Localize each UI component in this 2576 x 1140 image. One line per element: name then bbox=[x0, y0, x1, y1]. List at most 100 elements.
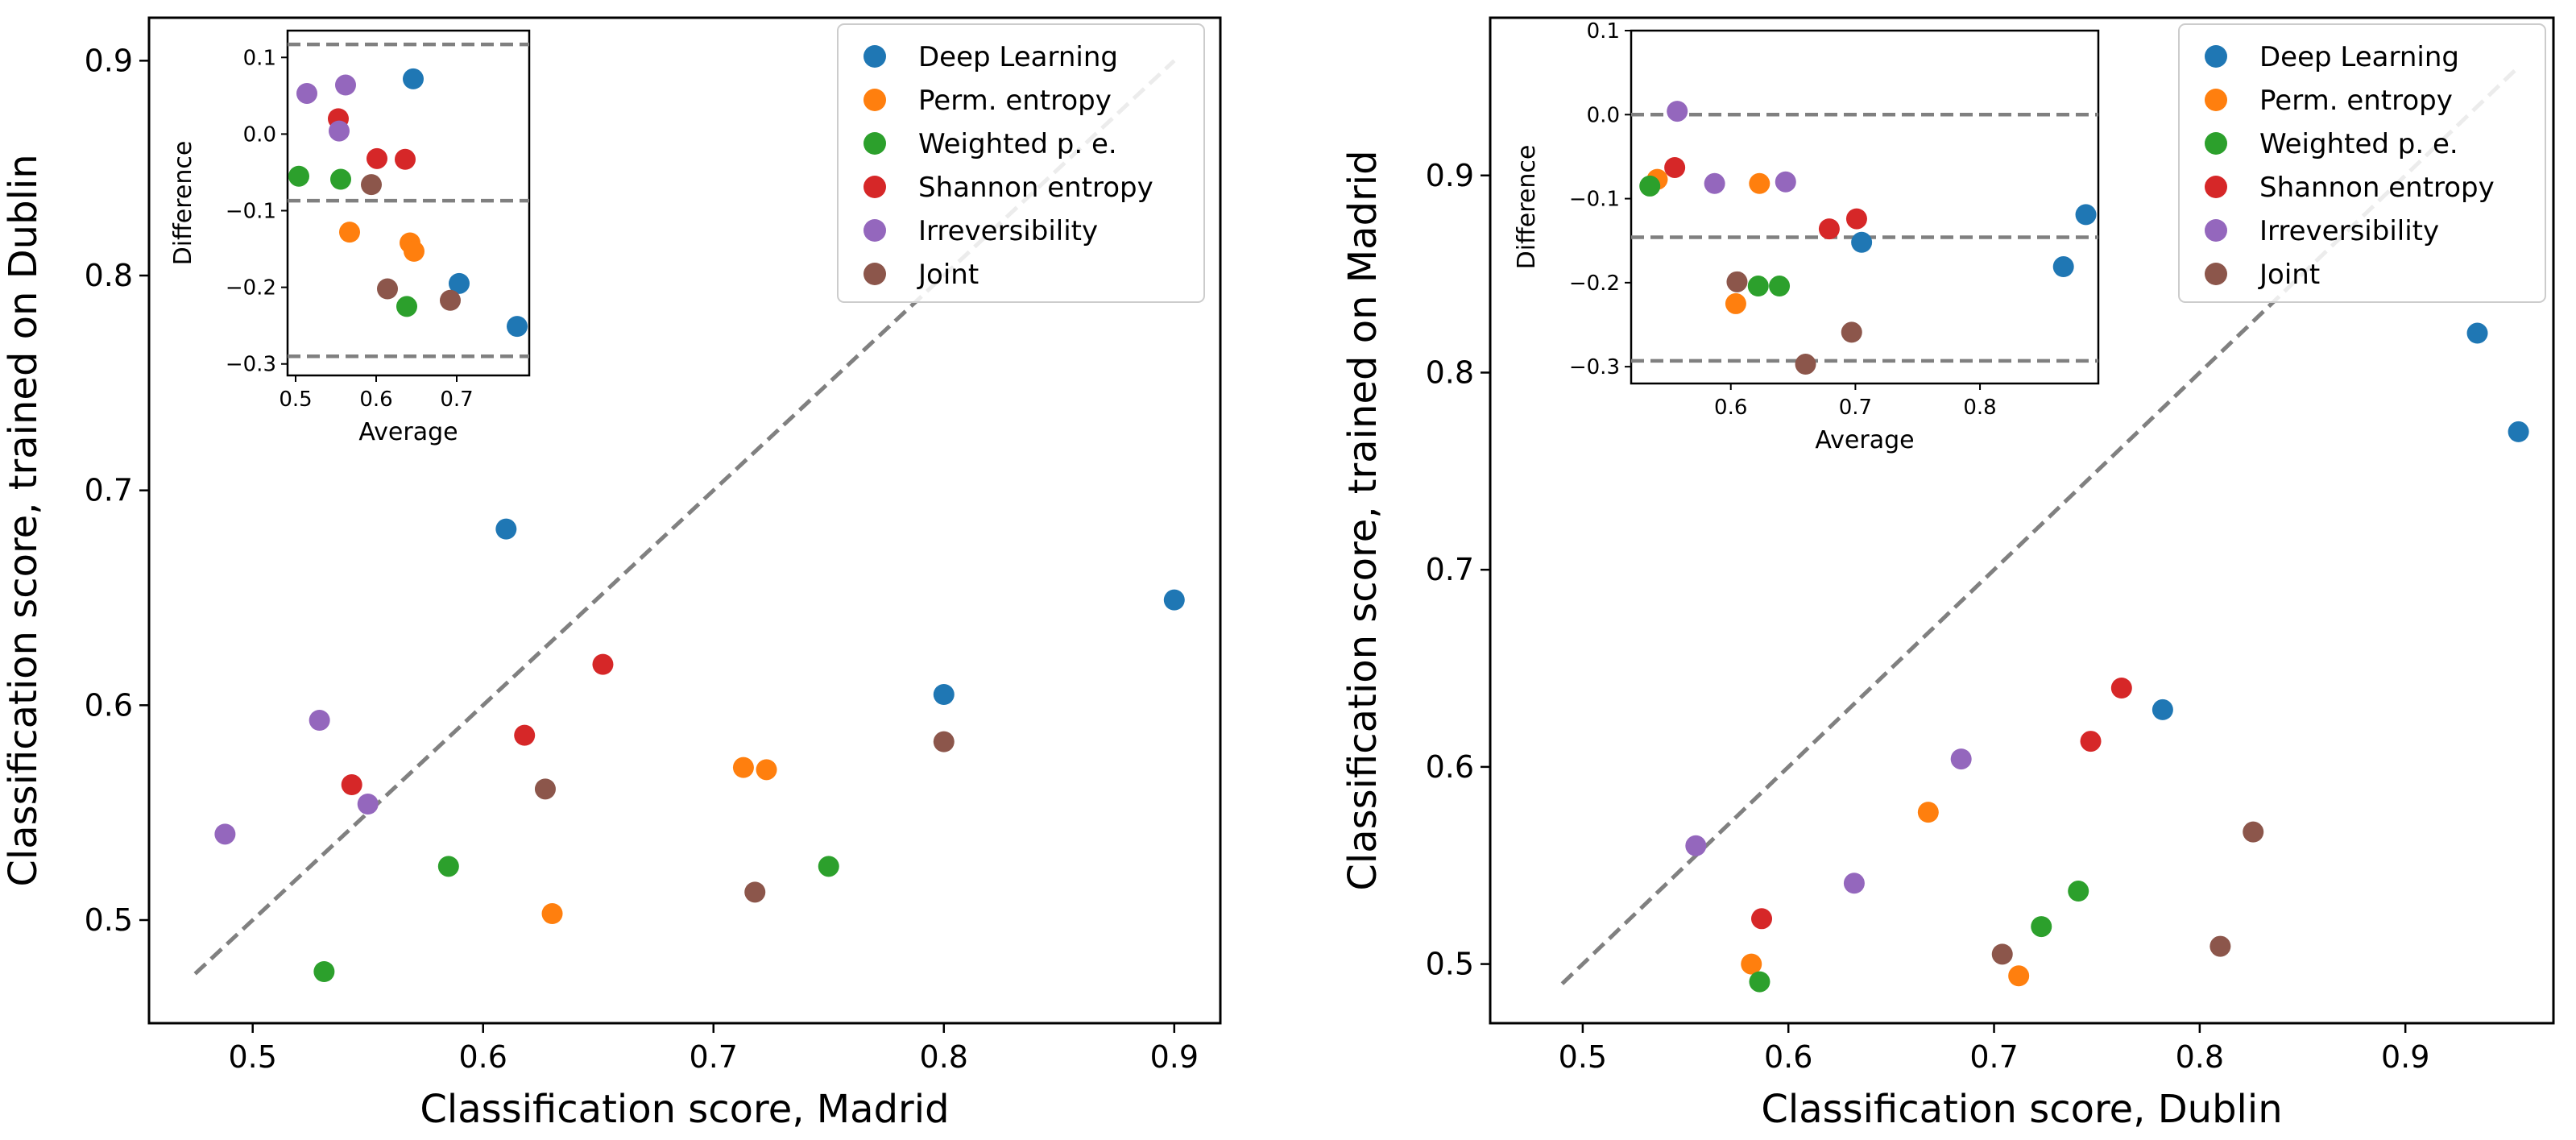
left-inset-y-tick-label: −0.2 bbox=[226, 276, 276, 301]
right-inset-point-weighted-p-e-2 bbox=[1769, 276, 1791, 297]
right-inset-point-deep-learning-2 bbox=[2075, 204, 2097, 226]
left-inset-point-perm-entropy-2 bbox=[404, 240, 425, 262]
right-point-shannon-entropy-1 bbox=[2080, 731, 2102, 752]
left-inset-y-tick-label: −0.3 bbox=[226, 353, 276, 377]
right-inset-point-irreversibility-2 bbox=[1775, 171, 1796, 193]
left-y-tick-label: 0.6 bbox=[85, 687, 133, 723]
right-point-perm-entropy-2 bbox=[2008, 965, 2030, 987]
right-x-axis-label: Classification score, Dublin bbox=[1761, 1087, 2282, 1132]
left-point-irreversibility-1 bbox=[309, 710, 330, 731]
right-point-joint-1 bbox=[2209, 935, 2231, 957]
right-y-tick-label: 0.9 bbox=[1426, 158, 1474, 193]
right-inset-x-tick-label: 0.8 bbox=[1963, 396, 1996, 420]
right-y-tick-label: 0.8 bbox=[1426, 354, 1474, 390]
right-legend-label-deep-learning: Deep Learning bbox=[2259, 41, 2459, 73]
left-legend-label-irreversibility: Irreversibility bbox=[918, 215, 1098, 247]
right-point-weighted-p-e-2 bbox=[2068, 881, 2089, 902]
right-inset-point-deep-learning-1 bbox=[2052, 256, 2074, 278]
left-y-tick-label: 0.8 bbox=[85, 258, 133, 293]
right-point-deep-learning-0 bbox=[2151, 699, 2173, 720]
left-x-tick-label: 0.5 bbox=[228, 1039, 276, 1075]
right-y-axis-label: Classification score, trained on Madrid bbox=[1340, 150, 1385, 890]
right-inset-y-tick-label: −0.3 bbox=[1569, 355, 1620, 379]
right-legend-label-irreversibility: Irreversibility bbox=[2259, 215, 2439, 247]
left-legend-label-weighted-p-e: Weighted p. e. bbox=[918, 128, 1117, 160]
left-legend-marker-perm-entropy bbox=[863, 89, 886, 111]
right-inset-point-shannon-entropy-0 bbox=[1664, 156, 1686, 178]
left-point-joint-0 bbox=[534, 778, 556, 800]
right-legend-marker-deep-learning bbox=[2205, 45, 2227, 68]
left-point-shannon-entropy-1 bbox=[514, 724, 536, 746]
left-inset-y-label: Difference bbox=[169, 141, 197, 266]
right-legend-label-perm-entropy: Perm. entropy bbox=[2259, 85, 2453, 117]
left-legend-marker-weighted-p-e bbox=[863, 132, 886, 155]
right-inset-point-joint-0 bbox=[1726, 271, 1748, 292]
right-plot-frame bbox=[1489, 16, 2555, 1025]
right-point-perm-entropy-1 bbox=[1917, 802, 1939, 823]
left-point-weighted-p-e-0 bbox=[313, 961, 335, 982]
left-point-shannon-entropy-0 bbox=[341, 774, 362, 795]
left-x-tick-label: 0.9 bbox=[1150, 1039, 1199, 1075]
left-point-deep-learning-1 bbox=[933, 684, 955, 705]
left-y-axis-label: Classification score, trained on Dublin bbox=[1, 154, 46, 886]
left-inset-point-irreversibility-1 bbox=[329, 120, 350, 142]
right-legend-marker-irreversibility bbox=[2205, 219, 2227, 242]
right-inset-y-label: Difference bbox=[1513, 145, 1541, 270]
left-inset-y-tick-label: 0.1 bbox=[243, 46, 276, 70]
left-inset-point-deep-learning-1 bbox=[449, 272, 470, 294]
right-inset-y-tick-label: 0.0 bbox=[1587, 103, 1620, 127]
right-point-perm-entropy-0 bbox=[1741, 953, 1762, 975]
right-point-irreversibility-0 bbox=[1685, 835, 1707, 856]
left-legend-label-shannon-entropy: Shannon entropy bbox=[918, 172, 1153, 204]
right-x-tick-label: 0.8 bbox=[2176, 1039, 2224, 1075]
left-inset-point-irreversibility-2 bbox=[335, 74, 356, 96]
right-inset-point-weighted-p-e-0 bbox=[1639, 175, 1661, 197]
left-legend-marker-deep-learning bbox=[863, 45, 886, 68]
right-inset-y-tick-label: 0.1 bbox=[1587, 19, 1620, 44]
left-legend-marker-shannon-entropy bbox=[863, 176, 886, 198]
left-point-perm-entropy-0 bbox=[732, 757, 754, 778]
right-point-deep-learning-2 bbox=[2508, 421, 2529, 442]
right-x-tick-label: 0.5 bbox=[1559, 1039, 1607, 1075]
right-inset-x-tick-label: 0.6 bbox=[1714, 396, 1747, 420]
left-inset-point-shannon-entropy-1 bbox=[367, 147, 387, 169]
right-inset-frame bbox=[1630, 29, 2100, 385]
left-inset-x-tick-label: 0.5 bbox=[279, 388, 312, 412]
right-inset-point-perm-entropy-2 bbox=[1749, 172, 1770, 194]
right-inset-point-perm-entropy-1 bbox=[1725, 292, 1746, 314]
right-point-weighted-p-e-0 bbox=[1749, 971, 1770, 993]
right-legend-marker-joint bbox=[2205, 263, 2227, 285]
left-legend-marker-irreversibility bbox=[863, 219, 886, 242]
right-point-shannon-entropy-2 bbox=[2110, 678, 2132, 699]
left-y-tick-label: 0.5 bbox=[85, 902, 133, 938]
left-y-tick-label: 0.7 bbox=[85, 473, 133, 508]
left-y-tick-label: 0.9 bbox=[85, 43, 133, 78]
left-point-perm-entropy-1 bbox=[756, 759, 777, 781]
right-panel: 0.6 0.7 0.8 −0.3 −0.2 −0.1 0.0 0.1 Average Differ… bbox=[1340, 16, 2555, 1132]
right-inset-point-shannon-entropy-1 bbox=[1818, 218, 1840, 240]
left-x-tick-label: 0.8 bbox=[920, 1039, 968, 1075]
left-plot-frame bbox=[147, 16, 1222, 1025]
right-point-shannon-entropy-0 bbox=[1751, 908, 1773, 930]
right-y-tick-label: 0.5 bbox=[1426, 947, 1474, 982]
right-x-tick-label: 0.9 bbox=[2381, 1039, 2429, 1075]
left-point-perm-entropy-2 bbox=[541, 903, 563, 924]
left-inset-point-weighted-p-e-2 bbox=[396, 296, 417, 317]
left-point-shannon-entropy-2 bbox=[592, 653, 614, 675]
left-panel: 0.5 0.6 0.7 −0.3 −0.2 −0.1 0.0 0.1 Average Differ… bbox=[1, 16, 1222, 1132]
left-inset-point-perm-entropy-0 bbox=[339, 222, 360, 243]
left-point-irreversibility-0 bbox=[214, 823, 236, 845]
left-legend-label-perm-entropy: Perm. entropy bbox=[918, 85, 1112, 117]
left-inset-point-shannon-entropy-2 bbox=[395, 148, 416, 170]
right-inset-y-tick-label: −0.2 bbox=[1569, 272, 1620, 296]
left-inset-y-tick-label: 0.0 bbox=[243, 122, 276, 147]
right-legend-label-weighted-p-e: Weighted p. e. bbox=[2259, 128, 2458, 160]
right-inset-point-shannon-entropy-2 bbox=[1845, 208, 1867, 230]
right-y-tick-label: 0.7 bbox=[1426, 552, 1474, 587]
right-point-joint-2 bbox=[2243, 821, 2264, 843]
right-inset-point-weighted-p-e-1 bbox=[1747, 276, 1769, 297]
left-point-irreversibility-2 bbox=[357, 794, 379, 815]
left-legend-box bbox=[837, 23, 1205, 303]
left-point-deep-learning-0 bbox=[495, 518, 517, 540]
left-point-weighted-p-e-2 bbox=[818, 856, 839, 877]
